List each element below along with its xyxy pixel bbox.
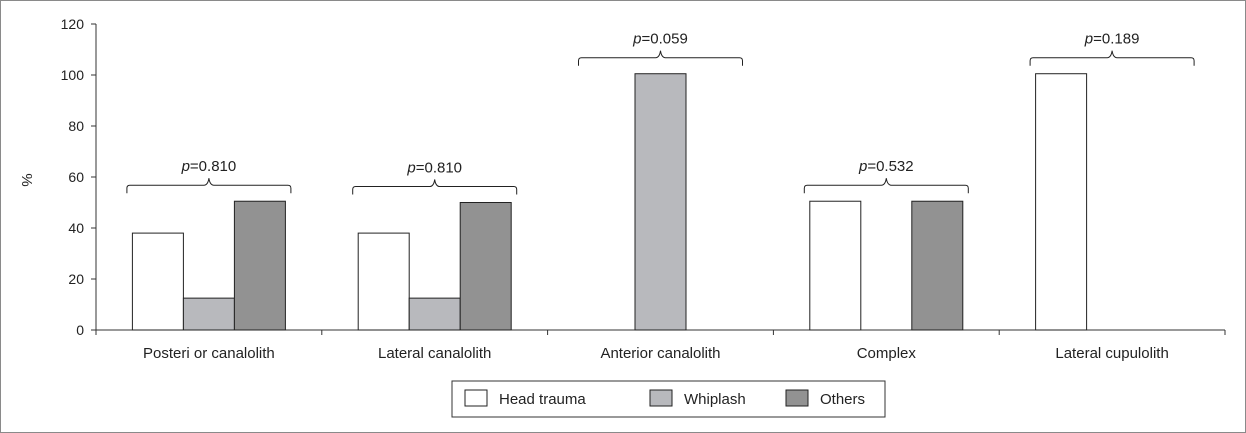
category-label: Lateral canalolith <box>378 345 491 362</box>
y-tick-label: 100 <box>61 67 85 83</box>
bar-head-trauma <box>131 232 184 331</box>
y-tick-label: 0 <box>76 322 84 338</box>
category-label: Posteri or canalolith <box>143 345 275 362</box>
p-value-bracket <box>352 179 518 195</box>
p-value-label: p=0.532 <box>858 158 914 175</box>
p-value-text: =0.189 <box>1093 31 1139 48</box>
p-symbol: p <box>858 158 867 175</box>
p-value-text: =0.532 <box>867 158 913 175</box>
legend-label: Others <box>820 391 865 408</box>
p-value-text: =0.810 <box>416 160 462 177</box>
p-value-text: =0.059 <box>642 31 688 48</box>
legend-swatch-whiplash <box>649 389 673 407</box>
y-tick-label: 20 <box>68 271 84 287</box>
bar-others <box>459 202 512 331</box>
y-tick-label: 60 <box>68 169 84 185</box>
bars-group <box>131 73 1088 331</box>
y-tick-label: 120 <box>61 16 85 32</box>
p-symbol: p <box>181 158 190 175</box>
category-label: Lateral cupulolith <box>1055 345 1168 362</box>
y-axis-title: % <box>18 173 35 186</box>
p-value-label: p=0.189 <box>1084 31 1140 48</box>
bar-head-trauma <box>1035 73 1088 331</box>
bar-others <box>233 200 286 331</box>
y-tick-label: 80 <box>68 118 84 134</box>
legend: Head trauma Whiplash Others <box>451 380 886 418</box>
bar-whiplash <box>408 297 461 331</box>
p-value-text: =0.810 <box>190 158 236 175</box>
p-value-bracket <box>1029 50 1195 66</box>
category-label: Anterior canalolith <box>600 345 720 362</box>
bar-head-trauma <box>357 232 410 331</box>
bar-whiplash <box>182 297 235 331</box>
p-symbol: p <box>632 31 641 48</box>
legend-label: Whiplash <box>684 391 746 408</box>
y-tick-label: 40 <box>68 220 84 236</box>
p-symbol: p <box>1084 31 1093 48</box>
p-value-bracket <box>578 50 743 66</box>
p-value-bracket <box>803 178 969 194</box>
legend-swatch-others <box>785 389 809 407</box>
category-label: Complex <box>857 345 917 362</box>
p-value-label: p=0.810 <box>181 158 237 175</box>
bar-others <box>911 200 964 331</box>
bar-head-trauma <box>809 200 862 331</box>
legend-swatch-head-trauma <box>464 389 488 407</box>
legend-label: Head trauma <box>499 391 586 408</box>
category-labels: Posteri or canalolith Lateral canalolith A… <box>143 345 1169 362</box>
p-value-label: p=0.059 <box>632 31 688 48</box>
bar-whiplash <box>634 73 687 331</box>
p-value-label: p=0.810 <box>406 160 462 177</box>
p-symbol: p <box>406 160 415 177</box>
p-value-bracket <box>126 178 292 194</box>
